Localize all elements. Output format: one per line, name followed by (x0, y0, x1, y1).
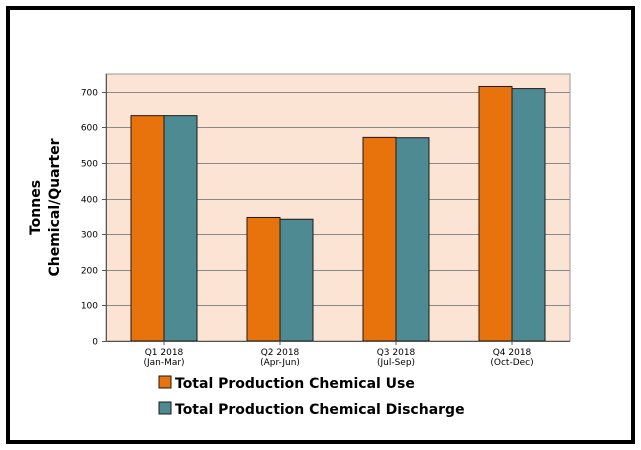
x-tick-label: Q4 2018 (493, 348, 532, 358)
y-tick-label: 600 (81, 124, 98, 134)
legend: Total Production Chemical Use Total Produ… (158, 375, 465, 418)
y-tick-label: 0 (92, 338, 98, 348)
y-tick-label: 400 (81, 196, 98, 206)
bars (130, 85, 546, 342)
bar-use-1 (130, 115, 165, 342)
legend-swatch (158, 401, 172, 415)
x-tick-label: (Apr-Jun) (260, 358, 300, 368)
y-tick-label: 100 (81, 302, 98, 312)
bar-discharge-3 (395, 137, 430, 342)
y-tick-label: 700 (81, 89, 98, 99)
y-axis-label-line-1: Tonnes (28, 180, 44, 235)
axes (102, 74, 570, 345)
x-tick-label: (Oct-Dec) (490, 358, 533, 368)
y-tick-labels: 0 100 200 300 400 500 600 700 (81, 89, 98, 348)
x-tick-label: (Jul-Sep) (377, 358, 415, 368)
legend-swatch (158, 375, 172, 389)
legend-label: Total Production Chemical Use (175, 376, 415, 392)
chart-frame: 0 100 200 300 400 500 600 700 Q1 2018 (Jan-Mar) Q… (6, 6, 635, 444)
bar-discharge-1 (163, 115, 198, 342)
legend-label: Total Production Chemical Discharge (175, 402, 465, 418)
bar-discharge-4 (511, 88, 546, 342)
bar-chart: 0 100 200 300 400 500 600 700 Q1 2018(Jan-Mar) Q… (28, 73, 571, 418)
y-axis-label-line-2: Chemical/Quarter (47, 138, 63, 276)
x-tick-label: Q3 2018 (377, 348, 416, 358)
y-tick-label: 300 (81, 231, 98, 241)
bar-use-2 (246, 216, 281, 342)
x-tick-label: Q1 2018 (145, 348, 184, 358)
x-tick-label: Q2 2018 (261, 348, 300, 358)
bar-use-3 (362, 136, 397, 342)
x-tick-labels: Q1 2018(Jan-Mar)Q2 2018(Apr-Jun)Q3 2018(… (143, 348, 533, 368)
bar-discharge-2 (279, 218, 314, 342)
x-tick-label: (Jan-Mar) (143, 358, 184, 368)
bar-use-4 (478, 85, 513, 342)
y-tick-label: 500 (81, 160, 98, 170)
y-tick-label: 200 (81, 267, 98, 277)
